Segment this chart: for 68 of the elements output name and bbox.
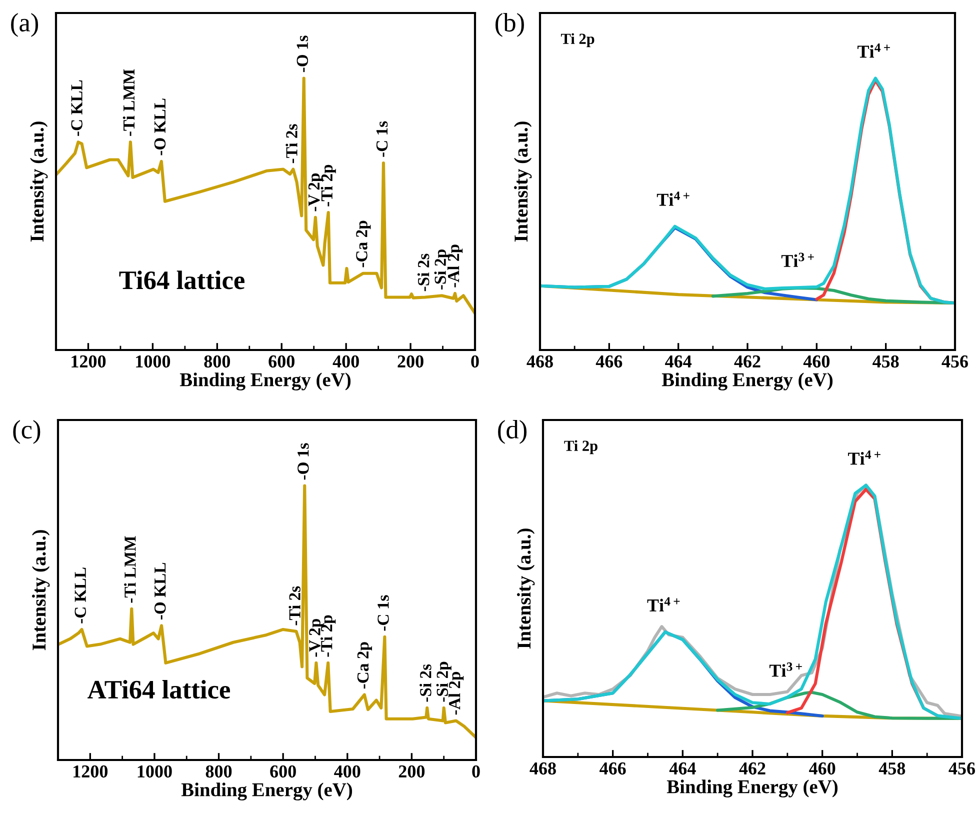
annotation: -O 1s (296, 36, 308, 72)
x-tick-label: 460 (809, 762, 836, 775)
annotation: -Ca 2p (357, 642, 372, 689)
annotation: -Si 2s (420, 664, 432, 702)
x-tick-label: 200 (398, 355, 424, 368)
annotation: -Ti 2s (286, 124, 298, 164)
annotation: -O 1s (298, 443, 309, 480)
x-tick-label: 0 (471, 355, 479, 368)
x-tick-label: 800 (204, 355, 230, 368)
annotation: -Si 2s (417, 254, 430, 292)
annotation: -Al 2p (447, 244, 463, 288)
y-axis-title: Intensity (a.u.) (516, 528, 535, 649)
x-tick-label: 458 (878, 762, 906, 775)
annotation: -C 1s (378, 595, 389, 631)
x-tick-label: 460 (803, 355, 830, 368)
x-tick-label: 200 (398, 765, 425, 778)
x-tick-label: 468 (530, 762, 556, 775)
chart-title: (a) (11, 13, 38, 37)
chart-title: (c) (13, 420, 40, 444)
annotation: -Ti LMM (124, 536, 136, 603)
x-tick-label: 456 (942, 355, 968, 368)
x-tick-label: 400 (334, 765, 360, 778)
text: Ti 2p (564, 440, 598, 454)
y-axis-title: Intensity (a.u.) (514, 122, 532, 242)
annotation: Ti$^{4+}$ (656, 192, 690, 206)
x-tick-label: 600 (270, 765, 296, 778)
x-tick-label: 800 (206, 765, 232, 778)
x-tick-label: 600 (268, 355, 294, 368)
x-tick-label: 466 (600, 762, 626, 775)
x-axis-title: Binding Energy (eV) (666, 780, 838, 798)
annotation: Ti$^{4+}$ (848, 450, 880, 465)
x-tick-label: 400 (332, 355, 359, 368)
x-tick-label: 1200 (74, 765, 108, 778)
x-tick-label: 462 (734, 355, 760, 368)
text: Ti 2p (560, 33, 594, 48)
annotation: -O KLL (154, 562, 166, 620)
annotation: Ti$^{3+}$ (769, 662, 802, 677)
annotation: Ti64 lattice (119, 270, 244, 290)
annotation: -O KLL (154, 98, 166, 156)
annotation: -Ca 2p (356, 220, 371, 268)
x-tick-label: 1000 (136, 355, 170, 368)
x-axis-title: Binding Energy (eV) (180, 372, 351, 390)
x-tick-label: 1200 (72, 355, 106, 368)
x-tick-label: 468 (526, 355, 553, 368)
x-axis-title: Binding Energy (eV) (662, 372, 833, 390)
y-axis-title: Intensity (a.u.) (30, 122, 48, 242)
chart-title: (d) (498, 420, 527, 444)
x-tick-label: 464 (669, 762, 696, 775)
x-tick-label: 1000 (138, 765, 172, 778)
annotation: ATi64 lattice (88, 680, 230, 699)
x-tick-label: 464 (665, 355, 692, 368)
annotation: Ti$^{4+}$ (858, 43, 890, 58)
x-tick-label: 458 (872, 355, 899, 368)
annotation: -Ti 2p (320, 164, 336, 206)
x-tick-label: 466 (596, 355, 622, 368)
annotation: Ti$^{3+}$ (781, 252, 814, 267)
x-axis-title: Binding Energy (eV) (181, 782, 352, 800)
annotation: -Ti LMM (122, 69, 134, 136)
annotation: -C KLL (71, 80, 82, 136)
annotation: -C 1s (376, 121, 388, 157)
x-tick-label: 0 (472, 765, 480, 778)
annotation: -Ti 2s (288, 586, 300, 626)
annotation: Ti$^{4+}$ (647, 597, 680, 612)
x-tick-label: 462 (739, 762, 766, 775)
x-tick-label: 456 (948, 762, 976, 775)
annotation: -C KLL (74, 568, 86, 624)
chart-title: (b) (496, 13, 524, 37)
y-axis-title: Intensity (a.u.) (32, 530, 50, 650)
